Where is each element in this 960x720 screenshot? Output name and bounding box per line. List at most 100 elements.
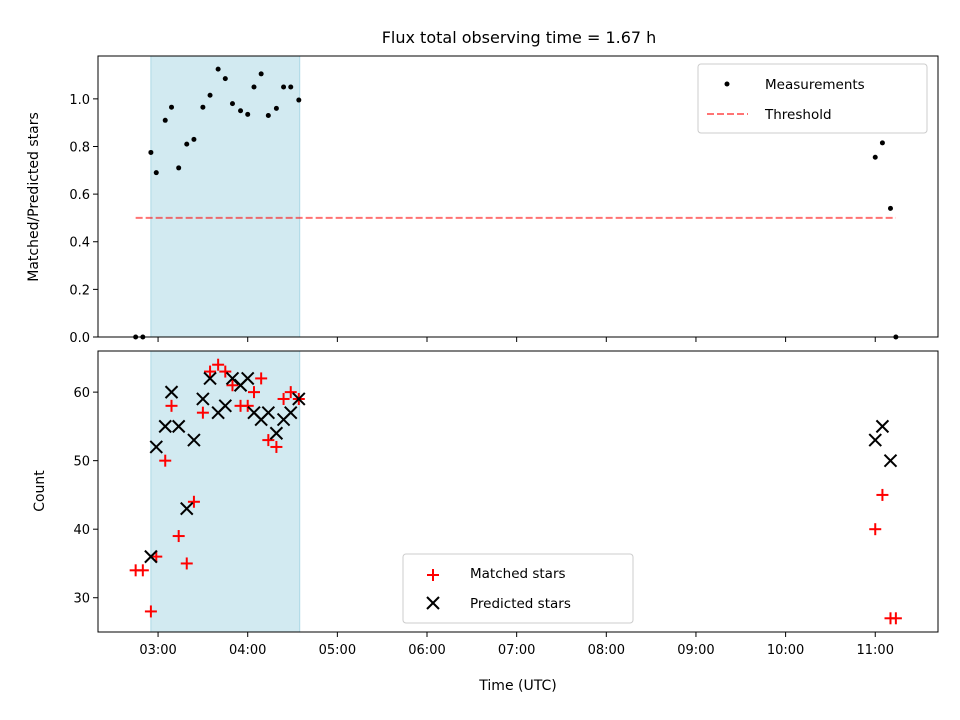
predicted-star-point bbox=[144, 549, 158, 564]
x-stroke-2 bbox=[292, 392, 306, 406]
measurement-point bbox=[191, 136, 197, 142]
matched-star-point bbox=[204, 365, 217, 378]
matched-star-point bbox=[159, 454, 172, 467]
matched-star-point bbox=[187, 495, 200, 508]
shaded-region bbox=[150, 350, 301, 633]
matched-star-point bbox=[136, 564, 149, 577]
predicted-star-point bbox=[158, 419, 172, 434]
legend-matched-marker bbox=[427, 569, 439, 581]
x-axis-label: Time (UTC) bbox=[478, 678, 556, 694]
matched-star-point bbox=[889, 612, 902, 625]
top-legend: Measurements Threshold bbox=[697, 63, 928, 134]
legend-predicted-marker bbox=[426, 596, 440, 610]
predicted-star-point bbox=[164, 385, 179, 399]
x-tick-label: 10:00 bbox=[767, 643, 804, 658]
legend-measurements-label: Measurements bbox=[765, 77, 865, 93]
predicted-star-point bbox=[149, 440, 163, 454]
matched-star-point bbox=[165, 399, 178, 412]
y-tick-label: 0.6 bbox=[69, 188, 90, 203]
predicted-star-point bbox=[241, 371, 255, 386]
legend-matched-label: Matched stars bbox=[470, 566, 566, 582]
measurement-point bbox=[872, 154, 878, 160]
predicted-star-point bbox=[203, 371, 217, 386]
bottom-legend-box bbox=[402, 553, 634, 624]
x-tick-label: 08:00 bbox=[588, 643, 625, 658]
y-tick-label: 0.8 bbox=[69, 140, 90, 155]
y-tick-label: 30 bbox=[73, 592, 90, 607]
x-stroke-2 bbox=[196, 392, 210, 406]
measurement-point bbox=[153, 170, 159, 176]
measurement-point bbox=[229, 101, 235, 107]
measurement-point bbox=[215, 66, 221, 72]
measurement-point bbox=[238, 108, 244, 114]
top-data-marks bbox=[133, 66, 899, 340]
measurement-point bbox=[184, 141, 190, 147]
measurement-point bbox=[273, 105, 279, 111]
x-stroke-2 bbox=[225, 371, 240, 386]
x-stroke-2 bbox=[187, 433, 201, 447]
x-stroke-2 bbox=[180, 501, 194, 516]
y-tick-label: 60 bbox=[73, 386, 90, 401]
matched-star-point bbox=[255, 372, 268, 385]
legend-measurements-marker bbox=[724, 81, 730, 87]
predicted-star-point bbox=[284, 405, 298, 420]
predicted-star-point bbox=[261, 405, 276, 420]
matched-star-point bbox=[219, 365, 232, 378]
x-tick-label: 04:00 bbox=[229, 643, 266, 658]
y-tick-label: 50 bbox=[73, 455, 90, 470]
top-axes: 0.0 0.2 0.4 0.6 0.8 1.0 bbox=[69, 93, 876, 346]
bottom-panel: 30 40 50 60 03:00 04:00 05:00 06:00 07:00 08:00 09… bbox=[32, 350, 939, 694]
measurement-point bbox=[879, 140, 885, 146]
top-legend-box bbox=[697, 63, 928, 134]
x-stroke-2 bbox=[144, 549, 158, 564]
x-tick-label: 03:00 bbox=[139, 643, 176, 658]
x-stroke-2 bbox=[284, 405, 298, 420]
predicted-star-point bbox=[875, 419, 890, 434]
matched-star-point bbox=[226, 379, 239, 392]
measurement-point bbox=[258, 71, 264, 77]
y-tick-label: 0.0 bbox=[69, 331, 90, 346]
measurement-point bbox=[887, 205, 893, 211]
matched-star-point bbox=[247, 386, 260, 399]
predicted-star-point bbox=[292, 392, 306, 406]
measurement-point bbox=[296, 97, 302, 103]
top-panel: 0.0 0.2 0.4 0.6 0.8 1.0 Matched/Predicted sta… bbox=[26, 55, 939, 346]
bottom-y-axis-label: Count bbox=[32, 470, 48, 512]
matched-star-point bbox=[212, 358, 225, 371]
matched-star-point bbox=[262, 434, 275, 447]
measurement-point bbox=[207, 92, 213, 98]
legend-predicted-label: Predicted stars bbox=[470, 596, 571, 612]
x-tick-label: 05:00 bbox=[319, 643, 356, 658]
measurement-point bbox=[222, 76, 228, 82]
bottom-legend: Matched stars Predicted stars bbox=[402, 553, 634, 624]
x-stroke-2 bbox=[218, 399, 233, 413]
top-axes-frame bbox=[97, 55, 939, 338]
predicted-star-point bbox=[218, 399, 233, 413]
x-stroke-2 bbox=[158, 419, 172, 434]
measurement-point bbox=[176, 165, 182, 171]
measurement-point bbox=[288, 84, 294, 90]
predicted-star-point bbox=[868, 433, 882, 447]
measurement-point bbox=[245, 111, 251, 117]
x-stroke-2 bbox=[868, 433, 882, 447]
matched-star-point bbox=[180, 557, 193, 570]
matched-star-point bbox=[876, 488, 889, 501]
predicted-star-point bbox=[196, 392, 210, 406]
x-stroke-2 bbox=[171, 419, 186, 434]
x-stroke-2 bbox=[149, 440, 163, 454]
shaded-region bbox=[150, 55, 301, 338]
y-tick-label: 0.2 bbox=[69, 283, 90, 298]
y-tick-label: 0.4 bbox=[69, 236, 90, 251]
matched-star-point bbox=[284, 386, 297, 399]
y-tick-label: 40 bbox=[73, 523, 90, 538]
matched-star-point bbox=[196, 406, 209, 419]
x-tick-label: 11:00 bbox=[857, 643, 894, 658]
bottom-axes: 30 40 50 60 03:00 04:00 05:00 06:00 07:00 08:00 09… bbox=[73, 386, 894, 658]
legend-threshold-label: Threshold bbox=[764, 107, 832, 123]
bottom-data-marks bbox=[129, 358, 902, 625]
x-stroke-2 bbox=[241, 371, 255, 386]
x-stroke-2 bbox=[247, 405, 261, 420]
x-tick-label: 09:00 bbox=[677, 643, 714, 658]
matched-star-point bbox=[270, 440, 283, 453]
